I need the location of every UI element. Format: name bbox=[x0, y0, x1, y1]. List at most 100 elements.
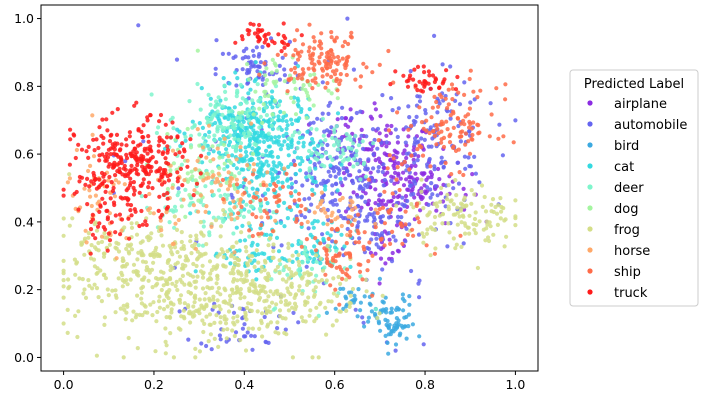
data-point bbox=[209, 115, 215, 120]
data-point bbox=[116, 276, 121, 281]
data-point bbox=[207, 146, 212, 151]
legend-title: Predicted Label bbox=[584, 77, 684, 92]
data-point bbox=[161, 307, 167, 312]
data-point bbox=[396, 322, 401, 327]
data-point bbox=[407, 115, 412, 120]
y-tick-label: 0.0 bbox=[14, 350, 34, 365]
data-point bbox=[230, 153, 235, 158]
data-point bbox=[124, 246, 129, 251]
data-point bbox=[368, 170, 373, 175]
data-point bbox=[415, 147, 420, 152]
data-point bbox=[208, 322, 213, 327]
data-point bbox=[467, 231, 472, 236]
data-point bbox=[260, 251, 265, 256]
data-point bbox=[457, 102, 463, 107]
data-point bbox=[370, 231, 375, 236]
data-point bbox=[216, 116, 221, 121]
data-point bbox=[266, 144, 271, 149]
data-point bbox=[164, 343, 169, 348]
legend-frame bbox=[569, 69, 699, 307]
data-point bbox=[197, 143, 202, 148]
data-point bbox=[223, 321, 229, 326]
data-point bbox=[444, 68, 449, 73]
data-point bbox=[323, 85, 328, 90]
data-point bbox=[402, 324, 407, 329]
data-point bbox=[457, 214, 462, 219]
data-point bbox=[314, 259, 319, 264]
data-point bbox=[421, 64, 426, 69]
data-point bbox=[201, 329, 206, 335]
data-point bbox=[249, 333, 254, 338]
data-point bbox=[194, 236, 199, 242]
data-point bbox=[113, 310, 118, 315]
data-point bbox=[348, 34, 353, 39]
data-point bbox=[250, 172, 256, 177]
data-point bbox=[215, 126, 220, 131]
data-point bbox=[349, 30, 354, 35]
data-point bbox=[396, 173, 401, 178]
data-point bbox=[417, 220, 422, 225]
data-point bbox=[422, 82, 428, 87]
data-point bbox=[148, 112, 153, 118]
data-point bbox=[173, 221, 178, 226]
data-point bbox=[101, 174, 106, 179]
data-point bbox=[218, 234, 223, 239]
data-point bbox=[227, 81, 232, 86]
data-point bbox=[256, 252, 261, 257]
data-point bbox=[198, 171, 203, 176]
data-point bbox=[323, 150, 329, 155]
data-point bbox=[266, 274, 272, 279]
data-point bbox=[374, 242, 379, 247]
data-point bbox=[310, 192, 315, 197]
data-point bbox=[97, 177, 102, 182]
data-point bbox=[298, 168, 303, 173]
data-point bbox=[310, 187, 315, 192]
data-point bbox=[112, 143, 118, 148]
data-point bbox=[319, 154, 325, 159]
data-point bbox=[473, 171, 478, 176]
data-point bbox=[445, 106, 450, 111]
data-point bbox=[364, 147, 369, 152]
data-point bbox=[478, 88, 483, 93]
data-point bbox=[419, 136, 424, 141]
data-point bbox=[270, 255, 275, 261]
data-point bbox=[391, 163, 396, 168]
legend: Predicted Label airplaneautomobilebirdca… bbox=[569, 69, 699, 307]
data-point bbox=[188, 234, 193, 239]
data-point bbox=[200, 318, 205, 323]
data-point bbox=[161, 171, 166, 176]
data-point bbox=[258, 170, 263, 175]
data-point bbox=[386, 48, 391, 54]
legend-item-dog: dog bbox=[587, 202, 638, 217]
data-point bbox=[248, 282, 253, 287]
data-point bbox=[404, 79, 409, 84]
data-point bbox=[97, 158, 102, 163]
data-point bbox=[252, 258, 257, 263]
data-point bbox=[86, 278, 91, 283]
data-point bbox=[255, 162, 260, 167]
data-point bbox=[89, 243, 94, 248]
data-point bbox=[280, 180, 285, 185]
data-point bbox=[406, 324, 411, 329]
data-point bbox=[154, 130, 159, 136]
data-point bbox=[406, 104, 411, 109]
data-point bbox=[100, 181, 105, 186]
data-point bbox=[221, 208, 226, 213]
data-point bbox=[407, 294, 412, 299]
data-point bbox=[426, 69, 431, 74]
data-point bbox=[191, 304, 196, 309]
data-point bbox=[216, 171, 221, 176]
data-point bbox=[188, 211, 193, 216]
data-point bbox=[444, 119, 449, 124]
data-point bbox=[135, 346, 140, 351]
data-point bbox=[206, 339, 211, 344]
data-point bbox=[348, 293, 353, 298]
data-point bbox=[295, 96, 300, 101]
data-point bbox=[285, 272, 290, 277]
data-point bbox=[234, 177, 239, 182]
data-point bbox=[449, 82, 455, 87]
data-point bbox=[432, 251, 437, 256]
data-point bbox=[113, 230, 118, 235]
data-point bbox=[375, 315, 380, 321]
data-point bbox=[358, 109, 363, 114]
